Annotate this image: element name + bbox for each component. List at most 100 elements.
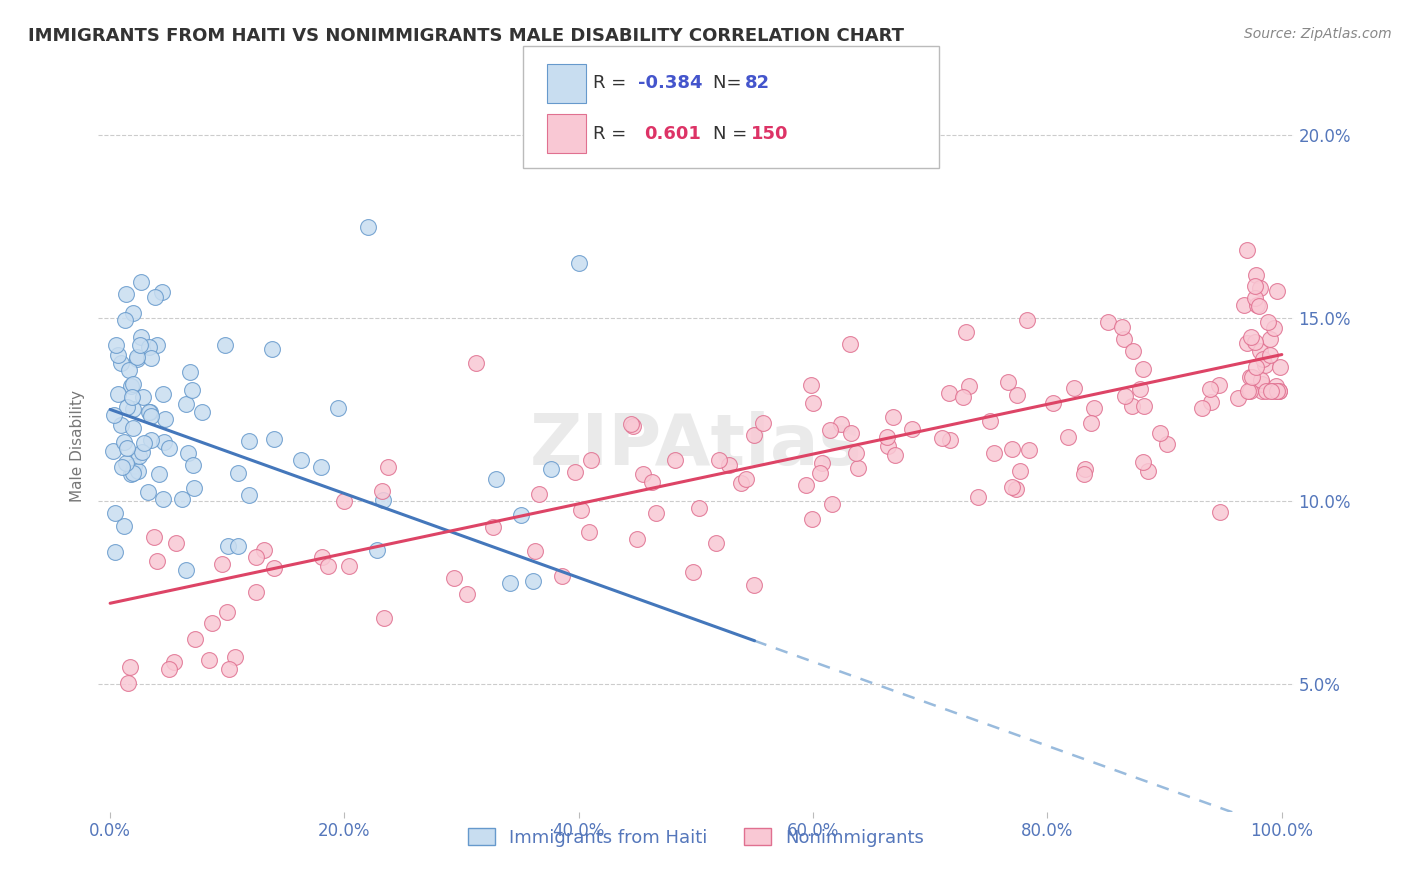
Point — [183, 481, 205, 495]
Point — [1240, 330, 1263, 344]
Point — [735, 471, 758, 485]
Point — [111, 459, 134, 474]
Point — [309, 459, 332, 474]
Point — [1246, 298, 1268, 312]
Point — [1268, 360, 1291, 375]
Point — [1268, 384, 1291, 398]
Point — [181, 383, 204, 397]
Point — [688, 501, 710, 516]
Point — [131, 444, 153, 458]
Point — [1132, 399, 1154, 413]
Point — [211, 557, 233, 571]
Point — [1246, 360, 1268, 375]
Point — [112, 435, 135, 450]
Point — [1132, 361, 1154, 376]
Point — [540, 461, 562, 475]
Text: N =: N = — [713, 125, 752, 143]
Point — [132, 436, 155, 450]
Point — [115, 286, 138, 301]
Point — [1199, 382, 1222, 396]
Point — [1246, 268, 1268, 282]
Point — [357, 219, 380, 234]
Point — [1239, 370, 1261, 384]
Point — [1244, 279, 1267, 293]
Point — [148, 467, 170, 482]
Point — [709, 453, 731, 467]
Point — [800, 512, 823, 526]
Y-axis label: Male Disability: Male Disability — [69, 390, 84, 502]
Point — [218, 662, 240, 676]
Point — [1122, 344, 1144, 359]
Point — [830, 417, 852, 431]
Text: IMMIGRANTS FROM HAITI VS NONIMMIGRANTS MALE DISABILITY CORRELATION CHART: IMMIGRANTS FROM HAITI VS NONIMMIGRANTS M… — [28, 27, 904, 45]
Point — [752, 417, 775, 431]
Point — [120, 467, 142, 482]
Point — [371, 484, 394, 499]
Point — [997, 376, 1019, 390]
Point — [1018, 442, 1040, 457]
Point — [1265, 384, 1288, 398]
Point — [578, 524, 600, 539]
Point — [263, 561, 285, 575]
Point — [1227, 392, 1250, 406]
Point — [1111, 320, 1133, 334]
Point — [1249, 344, 1271, 359]
Point — [143, 530, 166, 544]
Point — [117, 401, 139, 415]
Point — [1010, 465, 1032, 479]
Point — [626, 532, 648, 546]
Legend: Immigrants from Haiti, Nonimmigrants: Immigrants from Haiti, Nonimmigrants — [461, 822, 931, 854]
Point — [579, 453, 602, 467]
Point — [1156, 437, 1178, 451]
Point — [157, 442, 180, 456]
Point — [152, 434, 174, 449]
Point — [631, 467, 654, 482]
Point — [125, 351, 148, 366]
Point — [1199, 394, 1222, 409]
Point — [485, 471, 508, 485]
Point — [177, 445, 200, 459]
Point — [568, 256, 591, 270]
Point — [621, 418, 644, 433]
Point — [1149, 425, 1171, 440]
Point — [1001, 480, 1024, 494]
Point — [129, 275, 152, 289]
Point — [1265, 378, 1288, 392]
Point — [551, 569, 574, 583]
Point — [1073, 467, 1095, 481]
Point — [1250, 373, 1272, 387]
Text: -0.384: -0.384 — [638, 75, 703, 93]
Point — [1263, 321, 1285, 335]
Point — [170, 492, 193, 507]
Point — [1004, 482, 1026, 496]
Point — [1080, 417, 1102, 431]
Point — [145, 290, 167, 304]
Text: ZIPAtlas: ZIPAtlas — [530, 411, 862, 481]
Point — [1007, 388, 1029, 402]
Point — [214, 337, 236, 351]
Point — [141, 433, 163, 447]
Text: R =: R = — [593, 125, 633, 143]
Point — [1057, 429, 1080, 443]
Point — [122, 458, 145, 473]
Point — [730, 475, 752, 490]
Point — [1015, 313, 1038, 327]
Point — [290, 453, 312, 467]
Point — [152, 492, 174, 507]
Text: N=: N= — [713, 75, 747, 93]
Point — [742, 427, 765, 442]
Point — [443, 571, 465, 585]
Point — [882, 410, 904, 425]
Point — [238, 488, 260, 502]
Point — [105, 338, 128, 352]
Point — [967, 490, 990, 504]
Point — [371, 493, 394, 508]
Point — [1097, 315, 1119, 329]
Point — [808, 466, 831, 480]
Point — [139, 405, 162, 419]
Point — [1258, 332, 1281, 346]
Point — [1239, 384, 1261, 398]
Point — [846, 461, 869, 475]
Point — [146, 554, 169, 568]
Point — [839, 425, 862, 440]
